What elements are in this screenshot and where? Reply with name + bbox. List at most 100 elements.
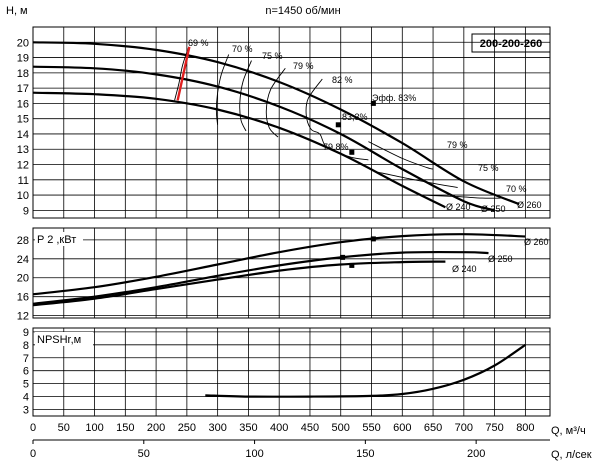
chart-title: n=1450 об/мин — [265, 5, 340, 17]
x-tick-label-m3h: 700 — [455, 422, 473, 434]
series-line — [32, 260, 446, 307]
x-tick-label-m3h: 200 — [147, 422, 165, 434]
x-tick-label-m3h: 0 — [30, 422, 36, 434]
dia-label-250: Ø 250 — [481, 204, 506, 214]
model-label: 200-200-260 — [480, 38, 542, 50]
x-tick-label-m3h: 100 — [85, 422, 103, 434]
x-tick-label-m3h: 550 — [362, 422, 380, 434]
npsh-axis-label: NPSHr,м — [37, 334, 81, 346]
series-line — [32, 250, 489, 305]
curve-layer — [32, 41, 527, 398]
y-tick-label: 24 — [17, 254, 29, 266]
series-line — [205, 343, 527, 398]
y-tick-label: 10 — [17, 190, 29, 202]
curve-marker — [349, 262, 355, 268]
dia-label-240: Ø 240 — [446, 202, 471, 212]
power-label-250: Ø 250 — [488, 254, 513, 264]
eff-label-max: Эфф. 83% — [372, 93, 416, 103]
x-tick-label-m3h: 450 — [301, 422, 319, 434]
curve-marker — [349, 149, 355, 155]
y-tick-label: 5 — [23, 379, 29, 391]
x-tick-label-m3h: 250 — [178, 422, 196, 434]
x-tick-label-m3h: 500 — [332, 422, 350, 434]
eff-label-79b: 79 % — [447, 140, 468, 150]
y-tick-label: 3 — [23, 405, 29, 417]
x-tick-label-m3h: 750 — [485, 422, 503, 434]
npsh-label-bg — [35, 332, 93, 346]
y-tick-label: 6 — [23, 366, 29, 378]
q-m3h-axis-label: Q, м³/ч — [551, 425, 586, 437]
curve-marker — [335, 122, 341, 128]
series-line — [32, 41, 520, 206]
y-tick-label: 17 — [17, 83, 29, 95]
eff-label-833: 83,3% — [342, 112, 368, 122]
x-tick-label-m3h: 650 — [424, 422, 442, 434]
y-tick-label: 20 — [17, 37, 29, 49]
x-tick-label-m3h: 350 — [239, 422, 257, 434]
series-line — [32, 233, 526, 296]
dia-label-260: Ø 260 — [517, 200, 542, 210]
y-tick-label: 19 — [17, 53, 29, 65]
operating-limit-line — [176, 46, 191, 101]
eff-label-69: 69 % — [188, 38, 209, 48]
y-tick-label: 7 — [23, 353, 29, 365]
y-tick-label: 11 — [18, 175, 29, 187]
y-tick-label: 9 — [23, 327, 29, 339]
x-tick-label-m3h: 50 — [58, 422, 70, 434]
x-tick-label-ls: 150 — [356, 448, 374, 460]
x-tick-label-m3h: 300 — [208, 422, 226, 434]
q-ls-axis-label: Q, л/сек — [551, 449, 592, 461]
efficiency-curve — [239, 60, 252, 132]
x-tick-label-m3h: 400 — [270, 422, 288, 434]
eff-label-70: 70 % — [232, 44, 253, 54]
y-tick-label: 12 — [17, 160, 29, 172]
power-label-240: Ø 240 — [452, 264, 477, 274]
y-tick-label: 28 — [17, 235, 29, 247]
efficiency-curve — [368, 141, 434, 170]
x-tick-label-ls: 50 — [138, 448, 150, 460]
head-axis-label: Н, м — [6, 5, 28, 17]
panel-frame — [32, 327, 551, 417]
efficiency-curve — [305, 78, 369, 161]
curve-marker — [340, 254, 346, 260]
efficiency-curve — [420, 194, 501, 199]
series-line — [32, 91, 446, 209]
y-tick-label: 13 — [17, 144, 29, 156]
curve-marker — [370, 100, 376, 106]
panel-frame — [32, 227, 551, 319]
y-tick-label: 15 — [17, 114, 29, 126]
x-tick-label-ls: 0 — [30, 448, 36, 460]
curve-marker — [370, 236, 376, 242]
y-tick-label: 4 — [23, 392, 29, 404]
power-label-bg — [35, 232, 83, 246]
eff-label-79: 79 % — [293, 61, 314, 71]
x-tick-label-ls: 200 — [467, 448, 485, 460]
eff-label-70b: 70 % — [506, 184, 527, 194]
eff-label-75: 75 % — [262, 51, 283, 61]
tick-layer: 9101112131415161718192012162024283456789… — [17, 37, 535, 460]
x-tick-label-m3h: 600 — [393, 422, 411, 434]
grid-layer — [32, 26, 551, 444]
y-tick-label: 8 — [23, 340, 29, 352]
y-tick-label: 16 — [17, 292, 29, 304]
panel-frame — [32, 26, 551, 219]
eff-label-75b: 75 % — [478, 163, 499, 173]
y-tick-label: 14 — [17, 129, 29, 141]
x-tick-label-m3h: 150 — [116, 422, 134, 434]
series-line — [32, 65, 495, 212]
efficiency-curve — [377, 171, 458, 188]
power-axis-label: P 2 ,кВт — [37, 234, 76, 246]
eff-label-82: 82 % — [332, 75, 353, 85]
y-tick-label: 16 — [17, 98, 29, 110]
efficiency-curve — [265, 68, 286, 138]
efficiency-curve — [215, 54, 230, 125]
x-tick-label-ls: 100 — [245, 448, 263, 460]
y-tick-label: 9 — [23, 205, 29, 217]
power-label-260: Ø 260 — [524, 237, 549, 247]
y-tick-label: 18 — [17, 68, 29, 80]
x-tick-label-m3h: 800 — [516, 422, 534, 434]
eff-label-798: 79,8% — [323, 142, 349, 152]
y-tick-label: 12 — [17, 311, 29, 323]
y-tick-label: 20 — [17, 273, 29, 285]
